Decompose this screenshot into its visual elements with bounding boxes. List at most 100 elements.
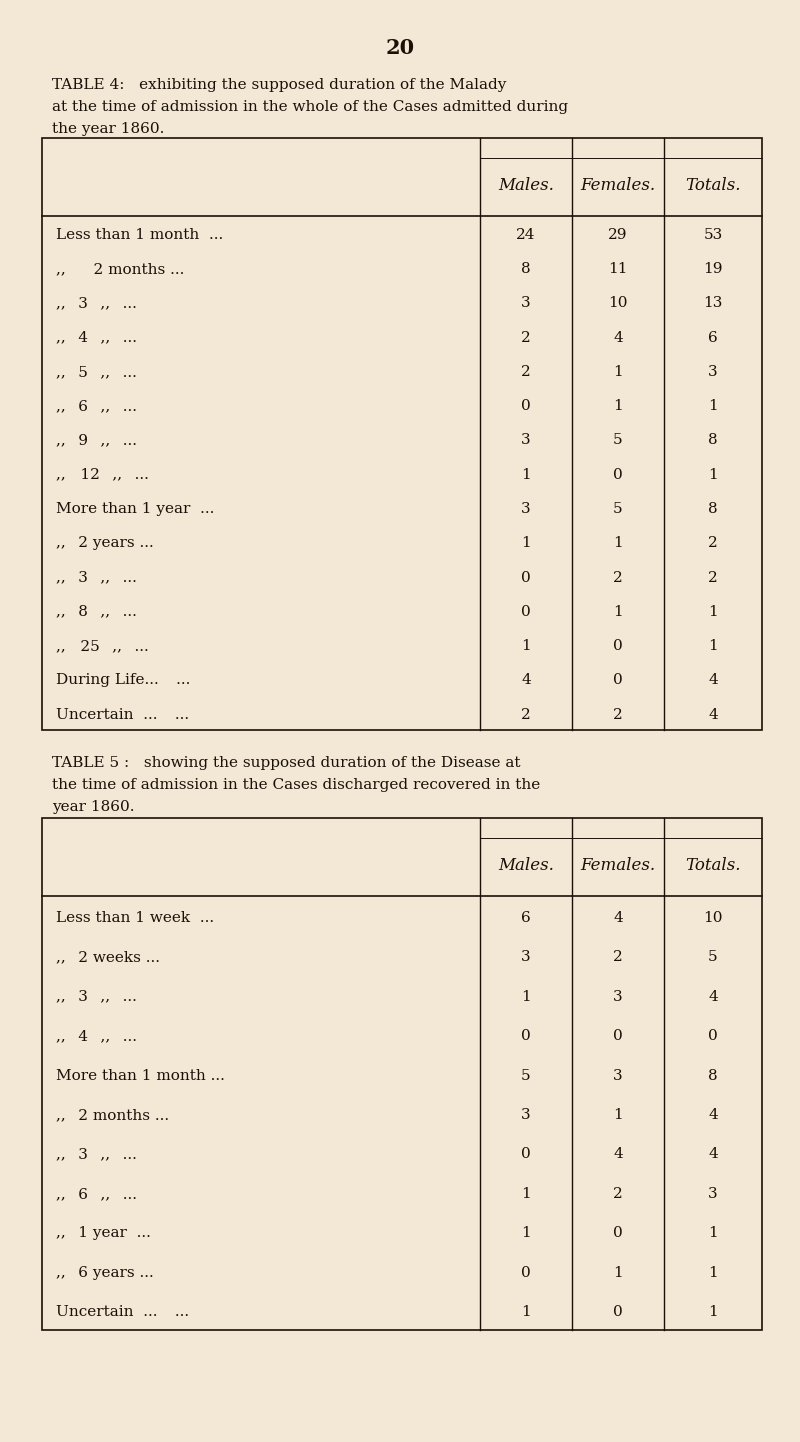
- Text: 1: 1: [521, 639, 531, 653]
- Text: 6: 6: [521, 911, 531, 924]
- Text: 8: 8: [708, 434, 718, 447]
- Text: ,,  3  ,,  ...: ,, 3 ,, ...: [56, 571, 137, 584]
- Text: 29: 29: [608, 228, 628, 242]
- Text: ,,   25  ,,  ...: ,, 25 ,, ...: [56, 639, 149, 653]
- Text: the year 1860.: the year 1860.: [52, 123, 164, 136]
- Text: 1: 1: [708, 467, 718, 482]
- Text: 2: 2: [708, 536, 718, 551]
- Text: 4: 4: [613, 911, 623, 924]
- Text: 0: 0: [613, 467, 623, 482]
- Text: ,,  4  ,,  ...: ,, 4 ,, ...: [56, 1030, 137, 1043]
- Text: 10: 10: [608, 297, 628, 310]
- Text: 1: 1: [521, 1305, 531, 1319]
- Text: 10: 10: [703, 911, 722, 924]
- Text: ,,  3  ,,  ...: ,, 3 ,, ...: [56, 1148, 137, 1161]
- Text: 5: 5: [613, 434, 623, 447]
- Text: 0: 0: [613, 639, 623, 653]
- Text: ,,  3  ,,  ...: ,, 3 ,, ...: [56, 989, 137, 1004]
- Text: 4: 4: [613, 330, 623, 345]
- Text: Less than 1 week  ...: Less than 1 week ...: [56, 911, 214, 924]
- Text: ,,  2 years ...: ,, 2 years ...: [56, 536, 154, 551]
- Text: 1: 1: [708, 399, 718, 414]
- Text: During Life...   ...: During Life... ...: [56, 673, 190, 688]
- Text: 4: 4: [613, 1148, 623, 1161]
- Text: More than 1 year  ...: More than 1 year ...: [56, 502, 214, 516]
- Text: 1: 1: [708, 1305, 718, 1319]
- Text: 3: 3: [708, 365, 718, 379]
- Text: ,,  2 weeks ...: ,, 2 weeks ...: [56, 950, 160, 965]
- Text: 1: 1: [613, 1107, 623, 1122]
- Text: 1: 1: [521, 989, 531, 1004]
- Text: 1: 1: [708, 1266, 718, 1280]
- Text: 53: 53: [703, 228, 722, 242]
- Text: ,,   12  ,,  ...: ,, 12 ,, ...: [56, 467, 149, 482]
- Text: 0: 0: [613, 1030, 623, 1043]
- Text: 1: 1: [708, 604, 718, 619]
- Text: Uncertain  ...   ...: Uncertain ... ...: [56, 708, 189, 721]
- Text: 4: 4: [708, 673, 718, 688]
- Text: 8: 8: [708, 1069, 718, 1083]
- Text: 1: 1: [521, 1187, 531, 1201]
- Text: 3: 3: [521, 297, 531, 310]
- Text: 3: 3: [613, 1069, 623, 1083]
- Text: 0: 0: [521, 1266, 531, 1280]
- Text: 8: 8: [708, 502, 718, 516]
- Text: ,,    2 months ...: ,, 2 months ...: [56, 262, 184, 275]
- Text: 0: 0: [708, 1030, 718, 1043]
- Text: 3: 3: [521, 434, 531, 447]
- Text: 3: 3: [613, 989, 623, 1004]
- Text: 0: 0: [521, 604, 531, 619]
- Text: ,,  1 year  ...: ,, 1 year ...: [56, 1226, 151, 1240]
- Text: the time of admission in the Cases discharged recovered in the: the time of admission in the Cases disch…: [52, 779, 540, 792]
- Text: 0: 0: [521, 571, 531, 584]
- Text: 1: 1: [613, 365, 623, 379]
- Text: Totals.: Totals.: [686, 858, 741, 874]
- Text: 2: 2: [613, 571, 623, 584]
- Text: 1: 1: [521, 1226, 531, 1240]
- Text: 19: 19: [703, 262, 722, 275]
- Text: Males.: Males.: [498, 858, 554, 874]
- Text: ,,  8  ,,  ...: ,, 8 ,, ...: [56, 604, 137, 619]
- Text: 11: 11: [608, 262, 628, 275]
- Text: at the time of admission in the whole of the Cases admitted during: at the time of admission in the whole of…: [52, 99, 568, 114]
- Text: TABLE 5 :   showing the supposed duration of the Disease at: TABLE 5 : showing the supposed duration …: [52, 756, 521, 770]
- Text: 0: 0: [613, 1305, 623, 1319]
- Text: 4: 4: [708, 1148, 718, 1161]
- Text: 0: 0: [613, 1226, 623, 1240]
- Text: year 1860.: year 1860.: [52, 800, 134, 813]
- Text: ,,  4  ,,  ...: ,, 4 ,, ...: [56, 330, 137, 345]
- Text: 4: 4: [708, 989, 718, 1004]
- Text: 2: 2: [613, 708, 623, 721]
- Text: 5: 5: [521, 1069, 531, 1083]
- Text: Females.: Females.: [581, 858, 655, 874]
- Text: 1: 1: [613, 604, 623, 619]
- Text: 8: 8: [521, 262, 531, 275]
- Text: 1: 1: [708, 1226, 718, 1240]
- Text: 0: 0: [521, 399, 531, 414]
- Text: 2: 2: [521, 365, 531, 379]
- Text: 3: 3: [521, 502, 531, 516]
- Text: Uncertain  ...   ...: Uncertain ... ...: [56, 1305, 189, 1319]
- Text: ,,  9  ,,  ...: ,, 9 ,, ...: [56, 434, 137, 447]
- Text: TABLE 4:   exhibiting the supposed duration of the Malady: TABLE 4: exhibiting the supposed duratio…: [52, 78, 506, 92]
- Text: ,,  6  ,,  ...: ,, 6 ,, ...: [56, 1187, 137, 1201]
- Text: 6: 6: [708, 330, 718, 345]
- Text: 3: 3: [521, 1107, 531, 1122]
- Text: Totals.: Totals.: [686, 177, 741, 195]
- Text: ,,  5  ,,  ...: ,, 5 ,, ...: [56, 365, 137, 379]
- Text: 3: 3: [708, 1187, 718, 1201]
- Text: 1: 1: [708, 639, 718, 653]
- Text: 1: 1: [521, 467, 531, 482]
- Text: ,,  3  ,,  ...: ,, 3 ,, ...: [56, 297, 137, 310]
- Text: 13: 13: [703, 297, 722, 310]
- Text: 4: 4: [708, 1107, 718, 1122]
- Text: Less than 1 month  ...: Less than 1 month ...: [56, 228, 223, 242]
- Text: 0: 0: [521, 1030, 531, 1043]
- Text: 2: 2: [521, 708, 531, 721]
- Text: 20: 20: [386, 37, 414, 58]
- Text: ,,  6  ,,  ...: ,, 6 ,, ...: [56, 399, 137, 414]
- Text: 5: 5: [708, 950, 718, 965]
- Text: 1: 1: [613, 399, 623, 414]
- Text: 4: 4: [521, 673, 531, 688]
- Text: Females.: Females.: [581, 177, 655, 195]
